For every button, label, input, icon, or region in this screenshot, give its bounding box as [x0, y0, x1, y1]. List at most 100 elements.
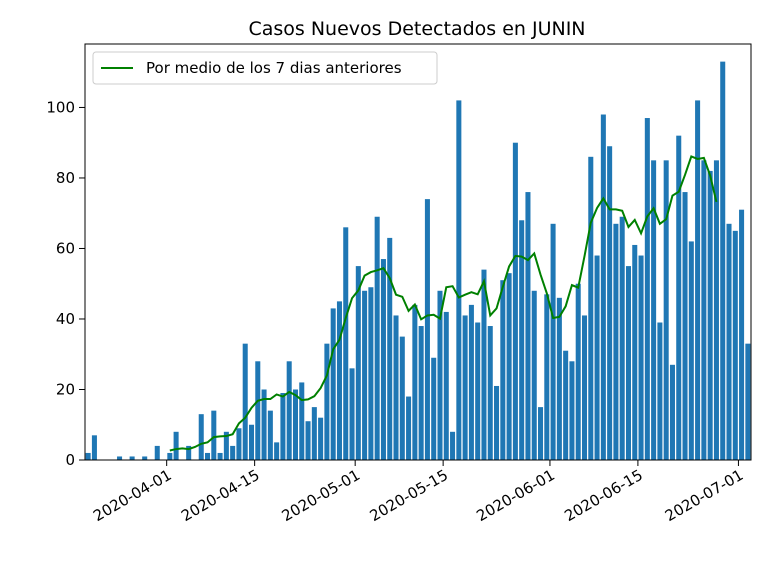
bar [468, 304, 474, 460]
bar [456, 100, 462, 460]
bar [544, 294, 550, 460]
bar [318, 417, 324, 460]
bar [399, 336, 405, 460]
x-tick-label: 2020-05-01 [279, 466, 364, 525]
bar [380, 259, 386, 460]
x-tick-label: 2020-06-15 [561, 466, 646, 525]
x-tick-label: 2020-06-01 [473, 466, 558, 525]
bar [85, 452, 91, 460]
bar [575, 283, 581, 460]
bar [91, 435, 97, 460]
legend: Por medio de los 7 dias anteriores [92, 51, 438, 85]
bar [286, 361, 292, 460]
bar [431, 357, 437, 460]
bar [701, 160, 707, 460]
bar [299, 382, 305, 460]
bar [745, 343, 751, 460]
bar [198, 414, 204, 460]
bar [117, 456, 123, 460]
bar [255, 361, 261, 460]
bar [669, 364, 675, 460]
bar [475, 322, 481, 460]
x-axis: 2020-04-01 2020-04-15 2020-05-01 2020-05-15… [90, 460, 746, 525]
bar [223, 431, 229, 460]
legend-box [92, 51, 438, 85]
bar [292, 389, 298, 460]
bar [500, 280, 506, 460]
y-tick-label: 60 [56, 239, 75, 257]
bar [732, 230, 738, 460]
chart-title: Casos Nuevos Detectados en JUNIN [248, 18, 585, 40]
bar [563, 350, 569, 460]
bar [720, 61, 726, 460]
bar [311, 407, 317, 460]
bar [531, 290, 537, 460]
bar [406, 396, 412, 460]
bar [682, 192, 688, 460]
bar [525, 192, 531, 460]
bar [632, 244, 638, 460]
legend-label: Por medio de los 7 dias anteriores [146, 59, 402, 77]
bar [205, 452, 211, 460]
bar [594, 255, 600, 460]
bar [600, 114, 606, 460]
bar [393, 315, 399, 460]
bar [280, 393, 286, 460]
y-tick-label: 80 [56, 169, 75, 187]
bar [519, 220, 525, 460]
y-tick-label: 100 [46, 98, 75, 116]
bar [638, 255, 644, 460]
bar [581, 315, 588, 460]
y-tick-label: 20 [56, 380, 75, 398]
bar [663, 160, 669, 460]
x-tick-label: 2020-05-15 [367, 466, 452, 525]
bar [619, 216, 625, 460]
y-tick-label: 0 [65, 451, 75, 469]
bar [494, 385, 500, 460]
bar [324, 343, 330, 460]
bar [173, 431, 179, 460]
bar [211, 410, 217, 460]
bar [506, 273, 512, 460]
x-tick-label: 2020-07-01 [662, 466, 747, 525]
bar [726, 223, 732, 460]
bar [613, 223, 619, 460]
bar [267, 410, 273, 460]
bar [349, 368, 355, 460]
x-tick-label: 2020-04-15 [178, 466, 263, 525]
bar [625, 266, 631, 460]
bar [481, 269, 487, 460]
bar [129, 456, 135, 460]
bar [538, 407, 544, 460]
bar [387, 237, 393, 460]
bar [418, 326, 424, 460]
bar [186, 445, 192, 460]
bar [512, 142, 518, 460]
bar [651, 160, 657, 460]
bar [217, 452, 223, 460]
bar [230, 445, 236, 460]
bar [644, 118, 650, 460]
bars-layer [85, 61, 751, 461]
bar [236, 428, 242, 460]
bar [374, 216, 380, 460]
bar [355, 266, 361, 460]
bar [487, 326, 493, 460]
bar [248, 424, 255, 460]
bar [657, 322, 663, 460]
bar [154, 445, 160, 460]
bar [274, 442, 280, 460]
bar [242, 343, 248, 460]
bar [305, 421, 311, 460]
bar [142, 456, 148, 460]
bar [261, 389, 267, 460]
bar [695, 100, 701, 460]
bar [556, 297, 562, 460]
bar [569, 361, 575, 460]
y-axis: 0 20 40 60 80 100 [46, 98, 85, 469]
bar [607, 146, 613, 461]
bar [368, 287, 374, 460]
bar [343, 227, 349, 460]
bar [330, 308, 336, 460]
bar [588, 156, 594, 460]
